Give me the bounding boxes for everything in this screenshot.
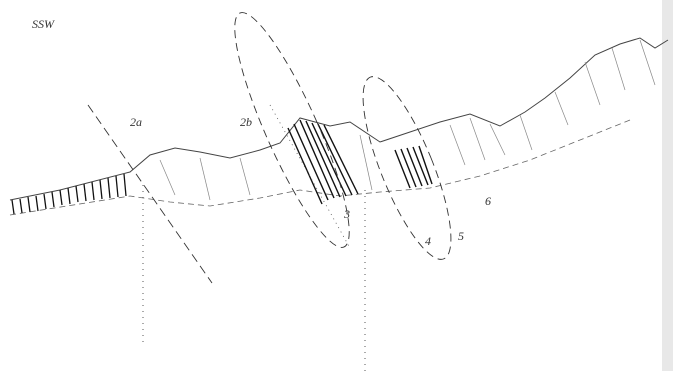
unit-label: 2a	[130, 115, 142, 129]
scan-edge	[662, 0, 673, 371]
unit-label: 5	[458, 229, 464, 243]
unit-label: 2b	[240, 115, 252, 129]
geological-section: SSW 2a 2b 3 4 5 6	[0, 0, 673, 371]
direction-label: SSW	[32, 17, 55, 31]
unit-label: 4	[425, 234, 431, 248]
unit-label: 6	[485, 194, 491, 208]
unit-label: 3	[343, 207, 350, 221]
